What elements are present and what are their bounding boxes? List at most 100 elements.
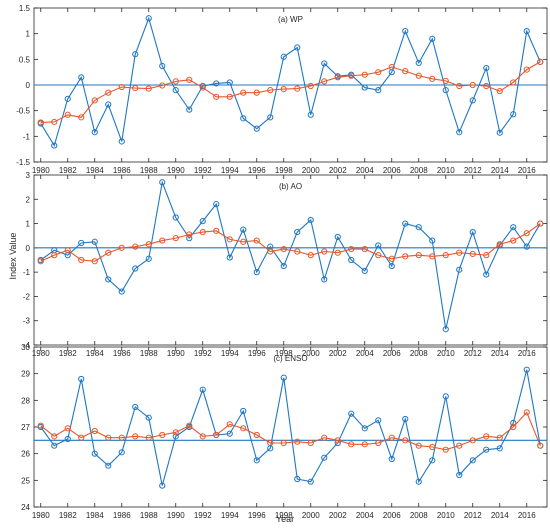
- x-tick-label: 1994: [221, 166, 239, 175]
- x-tick-label: 2002: [329, 166, 347, 175]
- data-point: [415, 72, 422, 79]
- data-point: [402, 253, 409, 260]
- data-point: [483, 446, 490, 453]
- data-point: [348, 256, 355, 264]
- data-point: [510, 79, 517, 86]
- data-point: [105, 249, 112, 256]
- x-tick-label: 1992: [194, 166, 212, 175]
- data-point: [510, 419, 517, 427]
- data-point: [172, 78, 179, 85]
- data-point: [334, 233, 341, 241]
- data-point: [132, 403, 139, 411]
- data-point: [159, 179, 166, 186]
- y-tick-label: -4: [23, 341, 31, 350]
- data-point: [118, 244, 125, 251]
- x-tick-label: 2002: [329, 349, 347, 358]
- data-point: [294, 438, 301, 445]
- data-point: [51, 442, 58, 449]
- x-tick-label: 1994: [221, 349, 239, 358]
- x-tick-label: 1980: [32, 511, 50, 520]
- y-tick-label: 28: [21, 396, 30, 405]
- data-point: [226, 421, 233, 428]
- x-tick-label: 1988: [140, 511, 158, 520]
- series-line-1: [40, 369, 541, 486]
- x-tick-label: 2006: [383, 166, 401, 175]
- data-point: [51, 118, 58, 126]
- data-point: [402, 415, 409, 423]
- x-tick-label: 1984: [86, 511, 104, 520]
- data-point: [253, 125, 260, 132]
- data-point: [334, 74, 341, 81]
- data-point: [429, 75, 436, 82]
- data-point: [37, 258, 44, 265]
- data-point: [199, 433, 206, 440]
- data-point: [469, 228, 476, 236]
- data-point: [361, 84, 368, 91]
- data-point: [91, 450, 98, 457]
- data-point: [294, 44, 301, 51]
- data-point: [415, 442, 422, 449]
- data-point: [132, 84, 139, 92]
- data-point: [51, 142, 58, 149]
- data-point: [523, 243, 530, 250]
- data-point: [321, 248, 328, 255]
- data-point: [186, 76, 193, 83]
- data-point: [456, 442, 463, 449]
- data-point: [388, 255, 395, 262]
- data-point: [402, 220, 409, 227]
- data-point: [402, 28, 409, 35]
- data-point: [213, 80, 220, 87]
- data-point: [280, 262, 287, 270]
- x-tick-label: 2006: [383, 349, 401, 358]
- data-point: [510, 237, 517, 244]
- data-point: [429, 237, 436, 244]
- panel-title: (c) ENSO: [273, 354, 307, 363]
- data-point: [483, 433, 490, 440]
- panels-group: -1.5 -1 -0.5 0 0.5 1 1.5 1980 1982 1984 1986 1988 19…: [16, 4, 548, 520]
- data-point: [105, 434, 112, 441]
- data-point: [483, 271, 490, 278]
- data-point: [37, 119, 44, 126]
- y-tick-label: 30: [21, 343, 30, 352]
- panel-title: (b) AO: [279, 182, 302, 191]
- data-point: [199, 218, 206, 225]
- data-point: [172, 87, 179, 94]
- panel-2: -4 -3 -2 -1 0 1 2 3 1980 1982 1984 1986 1988 1990 1992…: [23, 171, 548, 358]
- data-point: [388, 63, 395, 71]
- series-line-1: [40, 180, 541, 330]
- data-point: [415, 252, 422, 259]
- data-point: [294, 475, 301, 483]
- y-tick-label: 26: [21, 450, 30, 459]
- data-point: [280, 53, 287, 60]
- data-point: [402, 437, 409, 444]
- data-point: [64, 111, 71, 118]
- x-tick-label: 1998: [275, 166, 293, 175]
- data-point: [78, 114, 85, 121]
- data-point: [523, 28, 530, 35]
- x-tick-label: 2004: [356, 511, 374, 520]
- data-point: [253, 269, 260, 276]
- x-tick-label: 2010: [437, 511, 455, 520]
- data-point: [307, 82, 314, 90]
- data-point: [145, 15, 152, 22]
- x-tick-label: 1992: [194, 349, 212, 358]
- data-point: [186, 106, 193, 113]
- data-point: [456, 129, 463, 136]
- data-point: [64, 425, 71, 432]
- x-tick-label: 2006: [383, 511, 401, 520]
- data-point: [510, 224, 517, 231]
- x-tick-label: 2008: [410, 511, 428, 520]
- y-tick-label: 27: [21, 423, 30, 432]
- data-point: [37, 422, 44, 429]
- data-point: [348, 410, 355, 417]
- x-tick-label: 2000: [302, 166, 320, 175]
- x-tick-label: 2012: [464, 511, 482, 520]
- x-tick-label: 2004: [356, 349, 374, 358]
- data-point: [469, 250, 476, 258]
- data-point: [118, 434, 125, 441]
- x-tick-label: 1984: [86, 349, 104, 358]
- data-point: [267, 87, 274, 94]
- y-tick-label: 0.5: [19, 55, 31, 64]
- data-point: [159, 431, 166, 439]
- data-point: [496, 434, 503, 441]
